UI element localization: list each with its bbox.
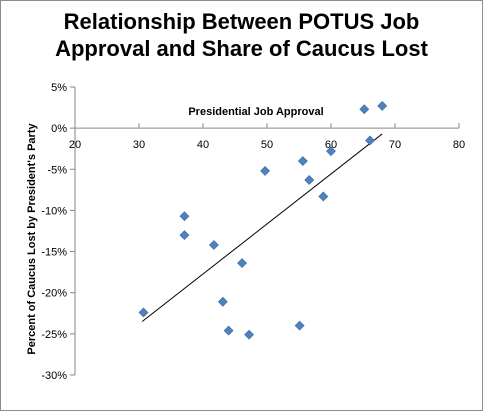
y-axis: 5% 0% -5% -10% -15% -20% -25% -30% [41, 82, 76, 382]
x-tick-label: 60 [325, 139, 337, 151]
data-point [244, 329, 255, 340]
y-tick-label: 5% [51, 82, 67, 94]
data-point [223, 325, 234, 336]
data-points [138, 101, 388, 340]
data-point [377, 101, 388, 111]
data-point [304, 175, 315, 185]
x-axis: 20 30 40 50 60 70 80 [69, 123, 465, 151]
data-point [318, 191, 329, 202]
y-tick-label: -5% [47, 164, 67, 176]
chart-title-line-2: Approval and Share of Caucus Lost [55, 36, 428, 61]
data-point [208, 240, 219, 250]
data-point [326, 146, 336, 157]
x-tick-label: 20 [69, 139, 81, 151]
chart-title: Relationship Between POTUS Job Approval … [0, 8, 483, 62]
y-tick-label: -15% [41, 247, 67, 259]
x-tick-label: 40 [197, 139, 209, 151]
trendline [141, 133, 383, 322]
y-tick-label: -25% [41, 329, 67, 341]
data-point [179, 230, 190, 241]
y-tick-label: -10% [41, 205, 67, 217]
data-point [217, 296, 228, 307]
data-point [297, 156, 308, 166]
y-axis-label: Percent of Caucus Lost by President's Pa… [26, 123, 38, 355]
data-point [294, 320, 305, 331]
data-point [359, 104, 370, 115]
y-tick-label: 0% [51, 123, 67, 135]
x-tick-label: 50 [261, 139, 273, 151]
data-point [138, 307, 149, 318]
chart-title-line-1: Relationship Between POTUS Job [63, 9, 420, 34]
data-point [365, 135, 375, 146]
x-tick-label: 80 [453, 139, 465, 151]
y-tick-label: -20% [41, 288, 67, 300]
data-point [260, 166, 271, 176]
x-tick-label: 70 [389, 139, 401, 151]
trendline-group [141, 133, 383, 322]
y-tick-label: -30% [41, 370, 67, 382]
data-point [237, 258, 247, 269]
data-point [179, 211, 190, 222]
x-tick-label: 30 [133, 139, 145, 151]
x-axis-label: Presidential Job Approval [188, 106, 323, 118]
